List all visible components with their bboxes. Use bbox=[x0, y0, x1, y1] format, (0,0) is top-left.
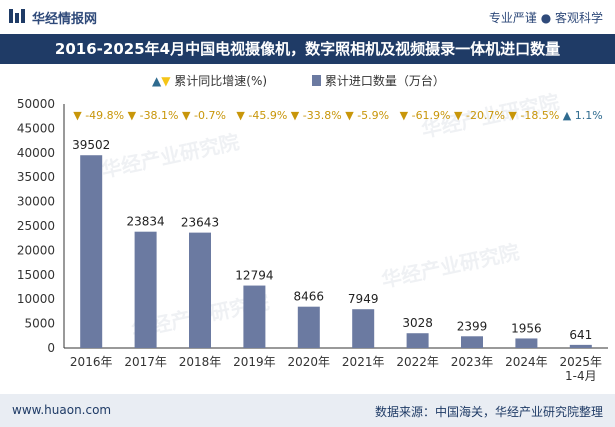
bar-chart: 0 5000 10000 15000 20000 25000 30000 35000 40000… bbox=[17, 97, 608, 383]
bar-value-label: 7949 bbox=[348, 292, 379, 306]
category-label: 2020年 bbox=[288, 355, 331, 369]
bar-value-label: 12794 bbox=[235, 269, 273, 283]
growth-label: 1.1% bbox=[575, 109, 603, 122]
data-source: 数据来源：中国海关，华经产业研究院整理 bbox=[374, 405, 603, 419]
growth-down-marker: ▼ bbox=[400, 109, 409, 122]
category-label: 2025年 bbox=[560, 355, 603, 369]
growth-down-marker: ▼ bbox=[236, 109, 245, 122]
y-tick-label: 20000 bbox=[17, 243, 55, 257]
legend-growth-label: 累计同比增速(%) bbox=[174, 74, 268, 88]
chart-title: 2016-2025年4月中国电视摄像机，数字照相机及视频摄录一体机进口数量 bbox=[54, 40, 561, 58]
bar bbox=[243, 285, 266, 348]
bar-value-label: 23834 bbox=[127, 215, 165, 229]
category-label: 2024年 bbox=[505, 355, 548, 369]
growth-label: -5.9% bbox=[357, 109, 389, 122]
slogan: 专业严谨 ● 客观科学 bbox=[488, 11, 603, 25]
y-tick-label: 50000 bbox=[17, 97, 55, 111]
growth-label: -38.1% bbox=[140, 109, 179, 122]
growth-down-marker: ▼ bbox=[345, 109, 354, 122]
bar-value-label: 1956 bbox=[511, 321, 542, 335]
legend-swatch-icon bbox=[312, 75, 321, 86]
category-label: 2019年 bbox=[233, 355, 276, 369]
growth-label: -0.7% bbox=[194, 109, 226, 122]
footer: www.huaon.com 数据来源：中国海关，华经产业研究院整理 bbox=[0, 394, 615, 427]
growth-down-marker: ▼ bbox=[291, 109, 300, 122]
bar-value-label: 3028 bbox=[402, 316, 433, 330]
bar-value-label: 8466 bbox=[294, 290, 325, 304]
growth-label: -45.9% bbox=[248, 109, 287, 122]
growth-label: -20.7% bbox=[466, 109, 505, 122]
y-tick-label: 35000 bbox=[17, 170, 55, 184]
y-tick-label: 0 bbox=[47, 341, 55, 355]
y-tick-label: 15000 bbox=[17, 268, 55, 282]
category-label: 2018年 bbox=[179, 355, 222, 369]
bar-value-label: 23643 bbox=[181, 216, 219, 230]
top-bar: 华经情报网 专业严谨 ● 客观科学 bbox=[0, 0, 615, 34]
category-label: 1-4月 bbox=[565, 369, 597, 383]
growth-down-marker: ▼ bbox=[182, 109, 191, 122]
bar bbox=[80, 155, 103, 348]
growth-label: -18.5% bbox=[520, 109, 559, 122]
legend: ▲▼ 累计同比增速(%) 累计进口数量（万台） bbox=[0, 70, 615, 90]
growth-label: -61.9% bbox=[412, 109, 451, 122]
logo-icon bbox=[9, 9, 25, 23]
bar bbox=[352, 309, 375, 348]
y-tick-label: 5000 bbox=[24, 317, 55, 331]
growth-down-marker: ▼ bbox=[454, 109, 463, 122]
title-bar: 2016-2025年4月中国电视摄像机，数字照相机及视频摄录一体机进口数量 bbox=[0, 34, 615, 64]
y-tick-label: 10000 bbox=[17, 292, 55, 306]
bar bbox=[134, 231, 157, 348]
bar bbox=[461, 336, 483, 348]
y-tick-label: 30000 bbox=[17, 195, 55, 209]
bar-value-label: 2399 bbox=[457, 319, 488, 333]
legend-item-growth: ▲▼ 累计同比增速(%) bbox=[152, 72, 267, 89]
category-label: 2021年 bbox=[342, 355, 385, 369]
bar bbox=[297, 306, 320, 348]
legend-item-quantity: 累计进口数量（万台） bbox=[312, 72, 445, 89]
bar bbox=[569, 344, 592, 348]
bar bbox=[189, 232, 211, 348]
growth-down-marker: ▼ bbox=[128, 109, 137, 122]
category-label: 2016年 bbox=[70, 355, 113, 369]
growth-down-marker: ▼ bbox=[508, 109, 517, 122]
category-label: 2017年 bbox=[124, 355, 167, 369]
brand-name: 华经情报网 bbox=[32, 12, 98, 27]
growth-up-marker: ▲ bbox=[563, 109, 572, 122]
growth-down-marker: ▼ bbox=[73, 109, 82, 122]
legend-quantity-label: 累计进口数量（万台） bbox=[324, 74, 445, 88]
triangle-down-icon: ▼ bbox=[161, 74, 171, 88]
y-tick-label: 40000 bbox=[17, 146, 55, 160]
bar bbox=[406, 333, 429, 348]
y-tick-label: 45000 bbox=[17, 121, 55, 135]
bar-value-label: 39502 bbox=[72, 138, 110, 152]
category-label: 2023年 bbox=[451, 355, 494, 369]
growth-label: -33.8% bbox=[303, 109, 342, 122]
growth-label: -49.8% bbox=[85, 109, 124, 122]
bar-value-label: 641 bbox=[569, 328, 592, 342]
y-tick-label: 25000 bbox=[17, 219, 55, 233]
bar bbox=[515, 338, 538, 348]
triangle-up-icon: ▲ bbox=[152, 74, 162, 88]
website-link[interactable]: www.huaon.com bbox=[12, 403, 112, 417]
category-label: 2022年 bbox=[396, 355, 439, 369]
